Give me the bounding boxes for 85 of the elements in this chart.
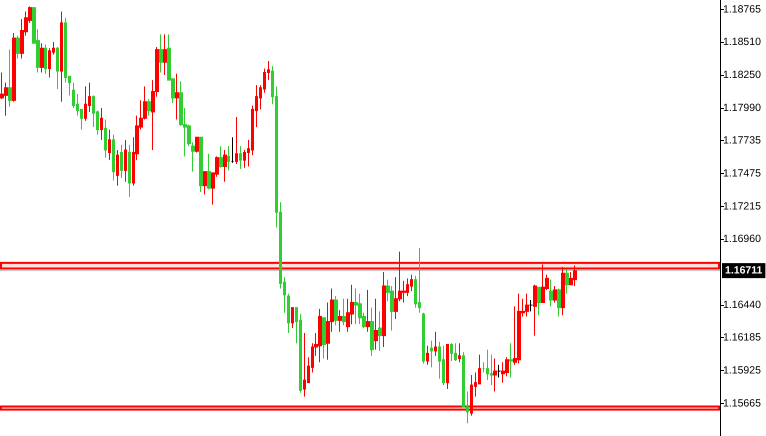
candlestick	[541, 264, 545, 304]
candlestick	[430, 340, 433, 368]
candlestick	[497, 364, 501, 378]
candlestick	[8, 49, 12, 108]
y-tick-label: 1.15925	[723, 364, 762, 377]
candlestick	[195, 136, 199, 154]
y-tick-label: 1.17475	[723, 168, 762, 180]
candlestick	[418, 247, 421, 314]
candlestick	[446, 344, 449, 390]
candlestick	[231, 136, 234, 164]
candlestick	[291, 307, 294, 328]
y-tick-label: 1.18250	[723, 68, 762, 81]
candlestick	[219, 146, 223, 168]
candlestick	[410, 274, 413, 292]
candlestick	[382, 272, 386, 348]
candlestick	[60, 10, 63, 102]
candlestick	[529, 299, 533, 312]
candlestick	[207, 153, 211, 190]
candlestick	[44, 44, 47, 74]
candlestick	[318, 308, 322, 363]
candlestick	[235, 116, 238, 164]
y-tick-label: 1.17215	[723, 200, 762, 213]
candlestick	[470, 374, 473, 416]
candlestick	[434, 331, 437, 356]
candlestick	[378, 310, 382, 352]
y-tick-label: 1.16185	[723, 331, 762, 344]
ref-line-label: 1.16711	[725, 264, 763, 277]
candlestick	[203, 171, 207, 195]
candlestick	[334, 296, 338, 326]
candlestick	[175, 73, 179, 120]
candlestick	[426, 345, 429, 366]
candlestick	[199, 136, 203, 192]
candlestick	[573, 265, 577, 287]
candlestick	[227, 146, 230, 171]
candlestick	[549, 279, 553, 307]
y-tick-label: 1.17735	[723, 134, 762, 146]
candlestick	[338, 310, 342, 332]
candlestick	[239, 146, 242, 170]
y-tick-label: 1.17990	[723, 102, 762, 114]
candlestick	[16, 35, 20, 59]
candlestick	[287, 293, 290, 334]
candlestick	[493, 358, 497, 392]
candlestick	[128, 144, 131, 198]
candlestick	[454, 342, 457, 362]
y-tick-label: 1.16960	[723, 232, 762, 245]
y-tick-label: 1.16440	[723, 299, 762, 312]
candlestick	[450, 342, 453, 362]
candlestick	[112, 134, 115, 181]
candlestick	[509, 342, 513, 378]
candlestick	[108, 129, 111, 161]
candlestick	[163, 34, 167, 76]
candlestick	[120, 144, 123, 178]
candlestick	[303, 332, 306, 398]
candlestick	[458, 342, 461, 363]
candlestick	[422, 312, 425, 364]
candlestick	[374, 298, 378, 350]
candlestick	[12, 32, 16, 102]
candlestick	[533, 284, 537, 336]
candlestick	[370, 307, 374, 356]
candlestick	[561, 266, 565, 316]
candlestick	[84, 86, 87, 122]
y-tick-label: 1.18765	[723, 4, 762, 16]
candlestick	[486, 349, 489, 381]
candlestick	[342, 298, 346, 326]
candlestick	[517, 293, 521, 364]
candlestick	[104, 118, 107, 158]
candlestick	[322, 317, 326, 359]
y-tick-label: 1.18510	[723, 36, 762, 48]
candlestick	[366, 289, 370, 332]
candlestick	[100, 108, 103, 140]
candlestick	[557, 288, 561, 318]
candlestick	[442, 345, 445, 386]
candlestick	[159, 34, 163, 73]
candlestick	[553, 286, 557, 304]
candlestick	[147, 98, 151, 116]
candlestick	[223, 149, 227, 182]
candlestick	[56, 46, 59, 90]
candlestick	[354, 288, 358, 325]
candlestick	[565, 268, 569, 294]
candlestick	[40, 42, 44, 73]
candlestick	[116, 149, 119, 186]
candlestick	[525, 293, 529, 318]
candlestick	[537, 286, 541, 316]
candlestick	[124, 139, 127, 182]
y-tick-label: 1.15665	[723, 398, 762, 410]
